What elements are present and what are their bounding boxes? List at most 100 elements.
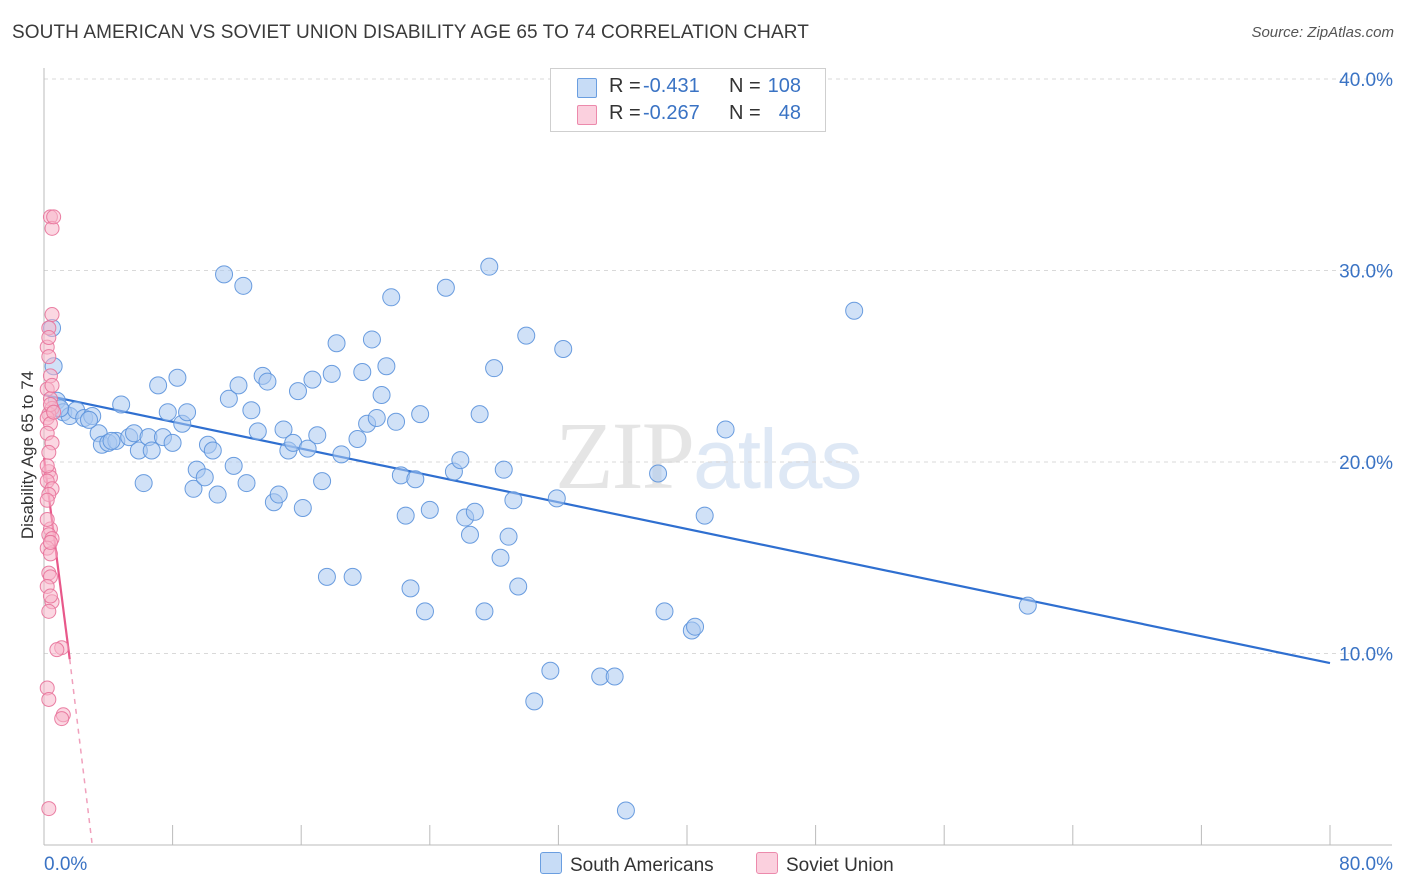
south-americans-point xyxy=(343,567,362,586)
south-americans-point xyxy=(411,405,430,424)
south-americans-point xyxy=(716,420,735,439)
south-americans-point xyxy=(1018,596,1037,615)
bottom-legend-soviet-union: Soviet Union xyxy=(756,852,894,877)
soviet-union-point xyxy=(41,349,57,365)
y-tick-label: 20.0% xyxy=(1339,453,1393,474)
x-tick-label: 0.0% xyxy=(44,854,87,875)
south-americans-point xyxy=(401,579,420,598)
south-americans-point xyxy=(465,502,484,521)
bottom-legend-swatch-pink xyxy=(756,852,778,874)
south-americans-point xyxy=(436,278,455,297)
legend-n-label: N = xyxy=(729,75,761,97)
legend-r-value: -0.267 xyxy=(643,102,700,124)
south-americans-point xyxy=(845,301,864,320)
y-axis-label: Disability Age 65 to 74 xyxy=(18,371,37,539)
south-americans-point xyxy=(451,451,470,470)
soviet-union-point xyxy=(39,458,55,474)
south-americans-point xyxy=(396,506,415,525)
south-americans-point xyxy=(298,439,317,458)
x-tick-label: 80.0% xyxy=(1339,854,1393,875)
legend-swatch-blue xyxy=(577,78,597,98)
legend-r-label: R = xyxy=(609,75,641,97)
bottom-legend-label: Soviet Union xyxy=(786,855,894,876)
y-tick-label: 40.0% xyxy=(1339,70,1393,91)
south-americans-point xyxy=(327,334,346,353)
south-americans-point xyxy=(470,405,489,424)
soviet-union-point xyxy=(41,603,57,619)
soviet-union-point xyxy=(39,511,55,527)
correlation-legend: R = -0.431 N = 108 R = -0.267 N = 48 xyxy=(550,68,826,132)
south-americans-point xyxy=(274,420,293,439)
south-americans-point xyxy=(504,491,523,510)
south-americans-point xyxy=(242,401,261,420)
soviet-union-point xyxy=(46,209,62,225)
south-americans-point xyxy=(491,548,510,567)
south-americans-point xyxy=(229,376,248,395)
south-americans-point xyxy=(248,422,267,441)
south-americans-point xyxy=(525,692,544,711)
legend-r-value: -0.431 xyxy=(643,75,700,97)
south-americans-point xyxy=(605,667,624,686)
soviet-union-trend-extension xyxy=(68,659,93,846)
south-americans-point xyxy=(367,408,386,427)
axes xyxy=(43,68,1392,846)
south-americans-point xyxy=(686,617,705,636)
data-points xyxy=(39,209,1037,820)
soviet-union-point xyxy=(49,642,65,658)
watermark-zip: ZIP xyxy=(555,402,695,509)
south-americans-point xyxy=(554,340,573,359)
bottom-legend-label: South Americans xyxy=(570,855,714,876)
south-americans-point xyxy=(163,433,182,452)
south-americans-point xyxy=(142,441,161,460)
soviet-union-point xyxy=(42,534,58,550)
south-americans-point xyxy=(237,474,256,493)
south-americans-point xyxy=(258,372,277,391)
south-americans-point xyxy=(372,385,391,404)
soviet-union-point xyxy=(54,711,70,727)
legend-row-soviet-union: R = -0.267 N = 48 xyxy=(551,102,825,128)
south-americans-point xyxy=(102,431,121,450)
south-americans-point xyxy=(224,456,243,475)
south-americans-point xyxy=(649,464,668,483)
south-americans-point xyxy=(362,330,381,349)
soviet-union-point xyxy=(46,404,62,420)
south-americans-point xyxy=(616,801,635,820)
south-americans-point xyxy=(178,403,197,422)
legend-row-south-americans: R = -0.431 N = 108 xyxy=(551,75,825,101)
south-americans-point xyxy=(695,506,714,525)
south-americans-point xyxy=(184,479,203,498)
south-americans-point xyxy=(499,527,518,546)
legend-n-label: N = xyxy=(729,102,761,124)
south-americans-point xyxy=(655,602,674,621)
south-americans-point xyxy=(134,474,153,493)
y-tick-label: 10.0% xyxy=(1339,645,1393,666)
soviet-union-point xyxy=(41,444,57,460)
south-americans-point xyxy=(509,577,528,596)
south-americans-point xyxy=(219,389,238,408)
south-americans-point xyxy=(322,364,341,383)
legend-n-value: 108 xyxy=(767,75,801,97)
south-americans-point xyxy=(269,485,288,504)
south-americans-point xyxy=(475,602,494,621)
south-americans-point xyxy=(382,288,401,307)
south-americans-point xyxy=(313,472,332,491)
south-americans-point xyxy=(308,426,327,445)
bottom-legend-south-americans: South Americans xyxy=(540,852,714,877)
south-americans-point xyxy=(415,602,434,621)
south-americans-point xyxy=(208,485,227,504)
south-americans-point xyxy=(317,567,336,586)
south-americans-point xyxy=(158,403,177,422)
south-americans-point xyxy=(288,382,307,401)
south-americans-point xyxy=(234,276,253,295)
soviet-union-point xyxy=(44,377,60,393)
south-americans-point xyxy=(480,257,499,276)
legend-r-label: R = xyxy=(609,102,641,124)
south-americans-point xyxy=(485,359,504,378)
south-americans-point xyxy=(149,376,168,395)
grid-lines xyxy=(44,78,1392,654)
soviet-union-point xyxy=(42,588,58,604)
south-americans-point xyxy=(112,395,131,414)
soviet-union-point xyxy=(39,492,55,508)
soviet-union-point xyxy=(44,307,60,323)
